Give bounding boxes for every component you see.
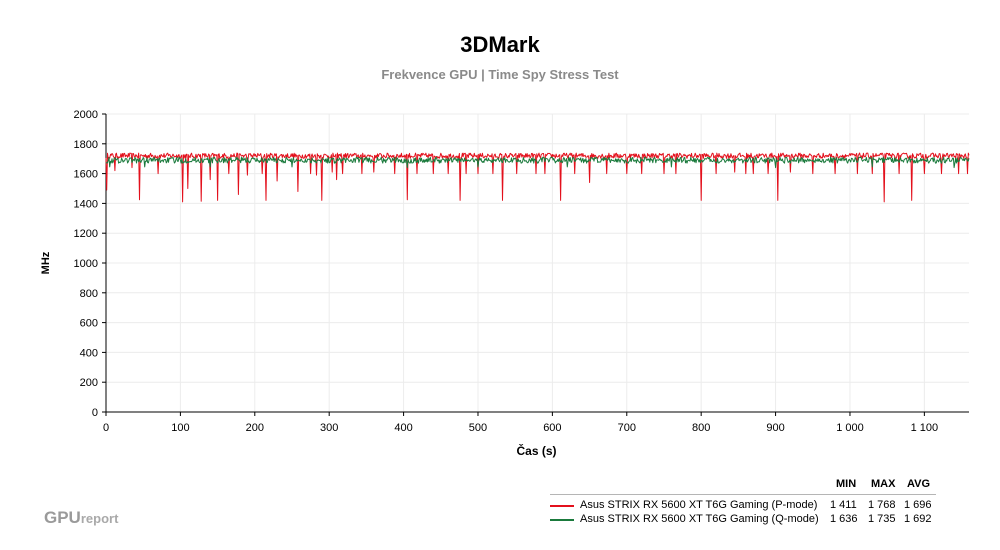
x-tick-label: 200 — [246, 422, 264, 434]
y-tick-label: 200 — [80, 377, 98, 389]
legend-label-p-mode: Asus STRIX RX 5600 XT T6G Gaming (P-mode… — [580, 499, 818, 511]
legend-max-q-mode: 1 735 — [868, 513, 896, 525]
y-axis-label: MHz — [40, 251, 52, 274]
x-tick-label: 500 — [469, 422, 487, 434]
legend-avg-q-mode: 1 692 — [904, 513, 932, 525]
legend-label-q-mode: Asus STRIX RX 5600 XT T6G Gaming (Q-mode… — [580, 513, 819, 525]
legend-header-max: MAX — [871, 478, 896, 490]
x-tick-label: 700 — [618, 422, 636, 434]
series-line-q-mode — [105, 156, 970, 169]
y-tick-label: 1200 — [74, 228, 98, 240]
x-tick-label: 1 100 — [911, 422, 939, 434]
x-tick-label: 400 — [394, 422, 412, 434]
series-line-p-mode — [105, 152, 970, 203]
x-tick-label: 0 — [103, 422, 109, 434]
y-tick-label: 0 — [92, 407, 98, 419]
x-tick-label: 600 — [543, 422, 561, 434]
legend-max-p-mode: 1 768 — [868, 499, 896, 511]
x-tick-label: 1 000 — [836, 422, 864, 434]
legend-item-q-mode: Asus STRIX RX 5600 XT T6G Gaming (Q-mode… — [550, 513, 940, 527]
legend-swatch-q-mode — [550, 519, 574, 521]
gpureport-logo: GPUreport — [44, 508, 119, 527]
y-tick-label: 1800 — [74, 139, 98, 151]
legend-header-min: MIN — [836, 478, 857, 490]
legend-min-q-mode: 1 636 — [830, 513, 858, 525]
x-tick-label: 300 — [320, 422, 338, 434]
chart-title: 3DMark — [460, 32, 540, 57]
x-tick-label: 900 — [766, 422, 784, 434]
x-axis-label: Čas (s) — [516, 443, 556, 458]
y-tick-label: 600 — [80, 318, 98, 330]
y-tick-label: 400 — [80, 347, 98, 359]
y-tick-label: 2000 — [74, 109, 98, 121]
y-tick-label: 1000 — [74, 258, 98, 270]
y-tick-label: 1400 — [74, 198, 98, 210]
y-tick-label: 1600 — [74, 169, 98, 181]
legend-avg-p-mode: 1 696 — [904, 499, 932, 511]
chart-subtitle: Frekvence GPU | Time Spy Stress Test — [381, 67, 619, 82]
legend-min-p-mode: 1 411 — [830, 499, 857, 511]
x-tick-label: 100 — [171, 422, 189, 434]
legend-divider — [550, 494, 936, 495]
legend-header-avg: AVG — [907, 478, 931, 490]
x-tick-label: 800 — [692, 422, 710, 434]
legend-swatch-p-mode — [550, 505, 574, 507]
y-tick-label: 800 — [80, 288, 98, 300]
legend-item-p-mode: Asus STRIX RX 5600 XT T6G Gaming (P-mode… — [550, 499, 940, 513]
